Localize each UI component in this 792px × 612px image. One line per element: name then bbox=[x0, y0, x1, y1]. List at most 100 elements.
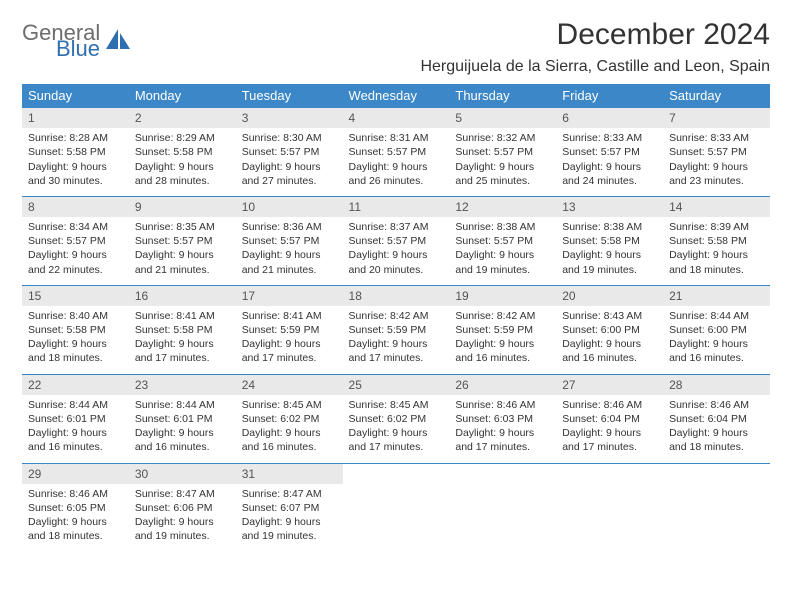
calendar-cell: 18Sunrise: 8:42 AMSunset: 5:59 PMDayligh… bbox=[343, 285, 450, 374]
daylight-line: Daylight: 9 hours and 18 minutes. bbox=[28, 515, 123, 543]
day-body: Sunrise: 8:47 AMSunset: 6:06 PMDaylight:… bbox=[129, 484, 236, 552]
sunset-line: Sunset: 5:57 PM bbox=[242, 145, 337, 159]
daylight-line: Daylight: 9 hours and 16 minutes. bbox=[455, 337, 550, 365]
weekday-saturday: Saturday bbox=[663, 84, 770, 108]
daylight-line: Daylight: 9 hours and 19 minutes. bbox=[242, 515, 337, 543]
calendar-cell: 3 Sunrise: 8:30 AMSunset: 5:57 PMDaylight… bbox=[236, 108, 343, 197]
calendar-cell: 15Sunrise: 8:40 AMSunset: 5:58 PMDayligh… bbox=[22, 285, 129, 374]
sunrise-line: Sunrise: 8:36 AM bbox=[242, 220, 337, 234]
day-number: 28 bbox=[663, 375, 770, 395]
day-number: 30 bbox=[129, 464, 236, 484]
calendar-cell: 11Sunrise: 8:37 AMSunset: 5:57 PMDayligh… bbox=[343, 196, 450, 285]
sunrise-line: Sunrise: 8:46 AM bbox=[455, 398, 550, 412]
day-number: 3 bbox=[236, 108, 343, 128]
sunrise-line: Sunrise: 8:33 AM bbox=[669, 131, 764, 145]
day-body: Sunrise: 8:41 AMSunset: 5:59 PMDaylight:… bbox=[236, 306, 343, 374]
sunset-line: Sunset: 5:57 PM bbox=[562, 145, 657, 159]
weekday-sunday: Sunday bbox=[22, 84, 129, 108]
sunset-line: Sunset: 6:01 PM bbox=[135, 412, 230, 426]
calendar-cell: 5Sunrise: 8:32 AMSunset: 5:57 PMDaylight… bbox=[449, 108, 556, 197]
weekday-wednesday: Wednesday bbox=[343, 84, 450, 108]
weekday-monday: Monday bbox=[129, 84, 236, 108]
sunset-line: Sunset: 5:59 PM bbox=[349, 323, 444, 337]
sunset-line: Sunset: 5:57 PM bbox=[28, 234, 123, 248]
daylight-line: Daylight: 9 hours and 17 minutes. bbox=[242, 337, 337, 365]
day-number: 27 bbox=[556, 375, 663, 395]
calendar-cell: 6Sunrise: 8:33 AMSunset: 5:57 PMDaylight… bbox=[556, 108, 663, 197]
sunrise-line: Sunrise: 8:47 AM bbox=[242, 487, 337, 501]
sunrise-line: Sunrise: 8:42 AM bbox=[349, 309, 444, 323]
sunrise-line: Sunrise: 8:30 AM bbox=[242, 131, 337, 145]
day-body: Sunrise: 8:37 AMSunset: 5:57 PMDaylight:… bbox=[343, 217, 450, 285]
daylight-line: Daylight: 9 hours and 17 minutes. bbox=[135, 337, 230, 365]
calendar-cell: 17Sunrise: 8:41 AMSunset: 5:59 PMDayligh… bbox=[236, 285, 343, 374]
day-body: Sunrise: 8:39 AMSunset: 5:58 PMDaylight:… bbox=[663, 217, 770, 285]
calendar-cell: 14Sunrise: 8:39 AMSunset: 5:58 PMDayligh… bbox=[663, 196, 770, 285]
sunrise-line: Sunrise: 8:46 AM bbox=[562, 398, 657, 412]
day-body: Sunrise: 8:45 AMSunset: 6:02 PMDaylight:… bbox=[343, 395, 450, 463]
sunset-line: Sunset: 6:00 PM bbox=[562, 323, 657, 337]
sunset-line: Sunset: 5:59 PM bbox=[242, 323, 337, 337]
day-body: Sunrise: 8:42 AMSunset: 5:59 PMDaylight:… bbox=[343, 306, 450, 374]
daylight-line: Daylight: 9 hours and 19 minutes. bbox=[455, 248, 550, 276]
sunset-line: Sunset: 5:57 PM bbox=[242, 234, 337, 248]
sunrise-line: Sunrise: 8:46 AM bbox=[28, 487, 123, 501]
page-title: December 2024 bbox=[420, 18, 770, 52]
daylight-line: Daylight: 9 hours and 27 minutes. bbox=[242, 160, 337, 188]
daylight-line: Daylight: 9 hours and 20 minutes. bbox=[349, 248, 444, 276]
day-body: Sunrise: 8:31 AMSunset: 5:57 PMDaylight:… bbox=[343, 128, 450, 196]
day-number: 8 bbox=[22, 197, 129, 217]
sunset-line: Sunset: 5:57 PM bbox=[455, 145, 550, 159]
sunset-line: Sunset: 6:06 PM bbox=[135, 501, 230, 515]
header: General Blue December 2024 Herguijuela d… bbox=[22, 18, 770, 76]
day-body: Sunrise: 8:46 AMSunset: 6:04 PMDaylight:… bbox=[556, 395, 663, 463]
calendar-table: Sunday Monday Tuesday Wednesday Thursday… bbox=[22, 84, 770, 551]
sunrise-line: Sunrise: 8:45 AM bbox=[242, 398, 337, 412]
sunrise-line: Sunrise: 8:45 AM bbox=[349, 398, 444, 412]
daylight-line: Daylight: 9 hours and 22 minutes. bbox=[28, 248, 123, 276]
day-body: Sunrise: 8:44 AMSunset: 6:01 PMDaylight:… bbox=[22, 395, 129, 463]
calendar-cell bbox=[449, 463, 556, 551]
calendar-week-row: 22Sunrise: 8:44 AMSunset: 6:01 PMDayligh… bbox=[22, 374, 770, 463]
calendar-cell: 23Sunrise: 8:44 AMSunset: 6:01 PMDayligh… bbox=[129, 374, 236, 463]
day-number: 29 bbox=[22, 464, 129, 484]
day-body: Sunrise: 8:44 AMSunset: 6:01 PMDaylight:… bbox=[129, 395, 236, 463]
daylight-line: Daylight: 9 hours and 16 minutes. bbox=[135, 426, 230, 454]
sunrise-line: Sunrise: 8:37 AM bbox=[349, 220, 444, 234]
day-body: Sunrise: 8:35 AMSunset: 5:57 PMDaylight:… bbox=[129, 217, 236, 285]
day-number: 5 bbox=[449, 108, 556, 128]
calendar-cell: 12Sunrise: 8:38 AMSunset: 5:57 PMDayligh… bbox=[449, 196, 556, 285]
sail-icon bbox=[106, 29, 132, 56]
sunrise-line: Sunrise: 8:29 AM bbox=[135, 131, 230, 145]
day-number: 31 bbox=[236, 464, 343, 484]
calendar-week-row: 8Sunrise: 8:34 AMSunset: 5:57 PMDaylight… bbox=[22, 196, 770, 285]
calendar-cell: 13Sunrise: 8:38 AMSunset: 5:58 PMDayligh… bbox=[556, 196, 663, 285]
day-body: Sunrise: 8:36 AMSunset: 5:57 PMDaylight:… bbox=[236, 217, 343, 285]
day-body: Sunrise: 8:34 AMSunset: 5:57 PMDaylight:… bbox=[22, 217, 129, 285]
sunrise-line: Sunrise: 8:42 AM bbox=[455, 309, 550, 323]
sunrise-line: Sunrise: 8:44 AM bbox=[135, 398, 230, 412]
daylight-line: Daylight: 9 hours and 25 minutes. bbox=[455, 160, 550, 188]
day-number: 12 bbox=[449, 197, 556, 217]
sunset-line: Sunset: 5:58 PM bbox=[135, 145, 230, 159]
daylight-line: Daylight: 9 hours and 17 minutes. bbox=[562, 426, 657, 454]
calendar-cell: 21Sunrise: 8:44 AMSunset: 6:00 PMDayligh… bbox=[663, 285, 770, 374]
logo-text-blue: Blue bbox=[56, 38, 100, 60]
sunrise-line: Sunrise: 8:47 AM bbox=[135, 487, 230, 501]
sunset-line: Sunset: 5:57 PM bbox=[135, 234, 230, 248]
calendar-cell: 30Sunrise: 8:47 AMSunset: 6:06 PMDayligh… bbox=[129, 463, 236, 551]
day-body: Sunrise: 8:46 AMSunset: 6:04 PMDaylight:… bbox=[663, 395, 770, 463]
day-body: Sunrise: 8:46 AMSunset: 6:03 PMDaylight:… bbox=[449, 395, 556, 463]
sunset-line: Sunset: 5:58 PM bbox=[562, 234, 657, 248]
day-number: 16 bbox=[129, 286, 236, 306]
calendar-cell: 4Sunrise: 8:31 AMSunset: 5:57 PMDaylight… bbox=[343, 108, 450, 197]
sunset-line: Sunset: 6:04 PM bbox=[562, 412, 657, 426]
sunrise-line: Sunrise: 8:41 AM bbox=[135, 309, 230, 323]
daylight-line: Daylight: 9 hours and 30 minutes. bbox=[28, 160, 123, 188]
day-number: 22 bbox=[22, 375, 129, 395]
calendar-week-row: 29Sunrise: 8:46 AMSunset: 6:05 PMDayligh… bbox=[22, 463, 770, 551]
day-number: 24 bbox=[236, 375, 343, 395]
sunset-line: Sunset: 6:05 PM bbox=[28, 501, 123, 515]
daylight-line: Daylight: 9 hours and 24 minutes. bbox=[562, 160, 657, 188]
day-number: 14 bbox=[663, 197, 770, 217]
